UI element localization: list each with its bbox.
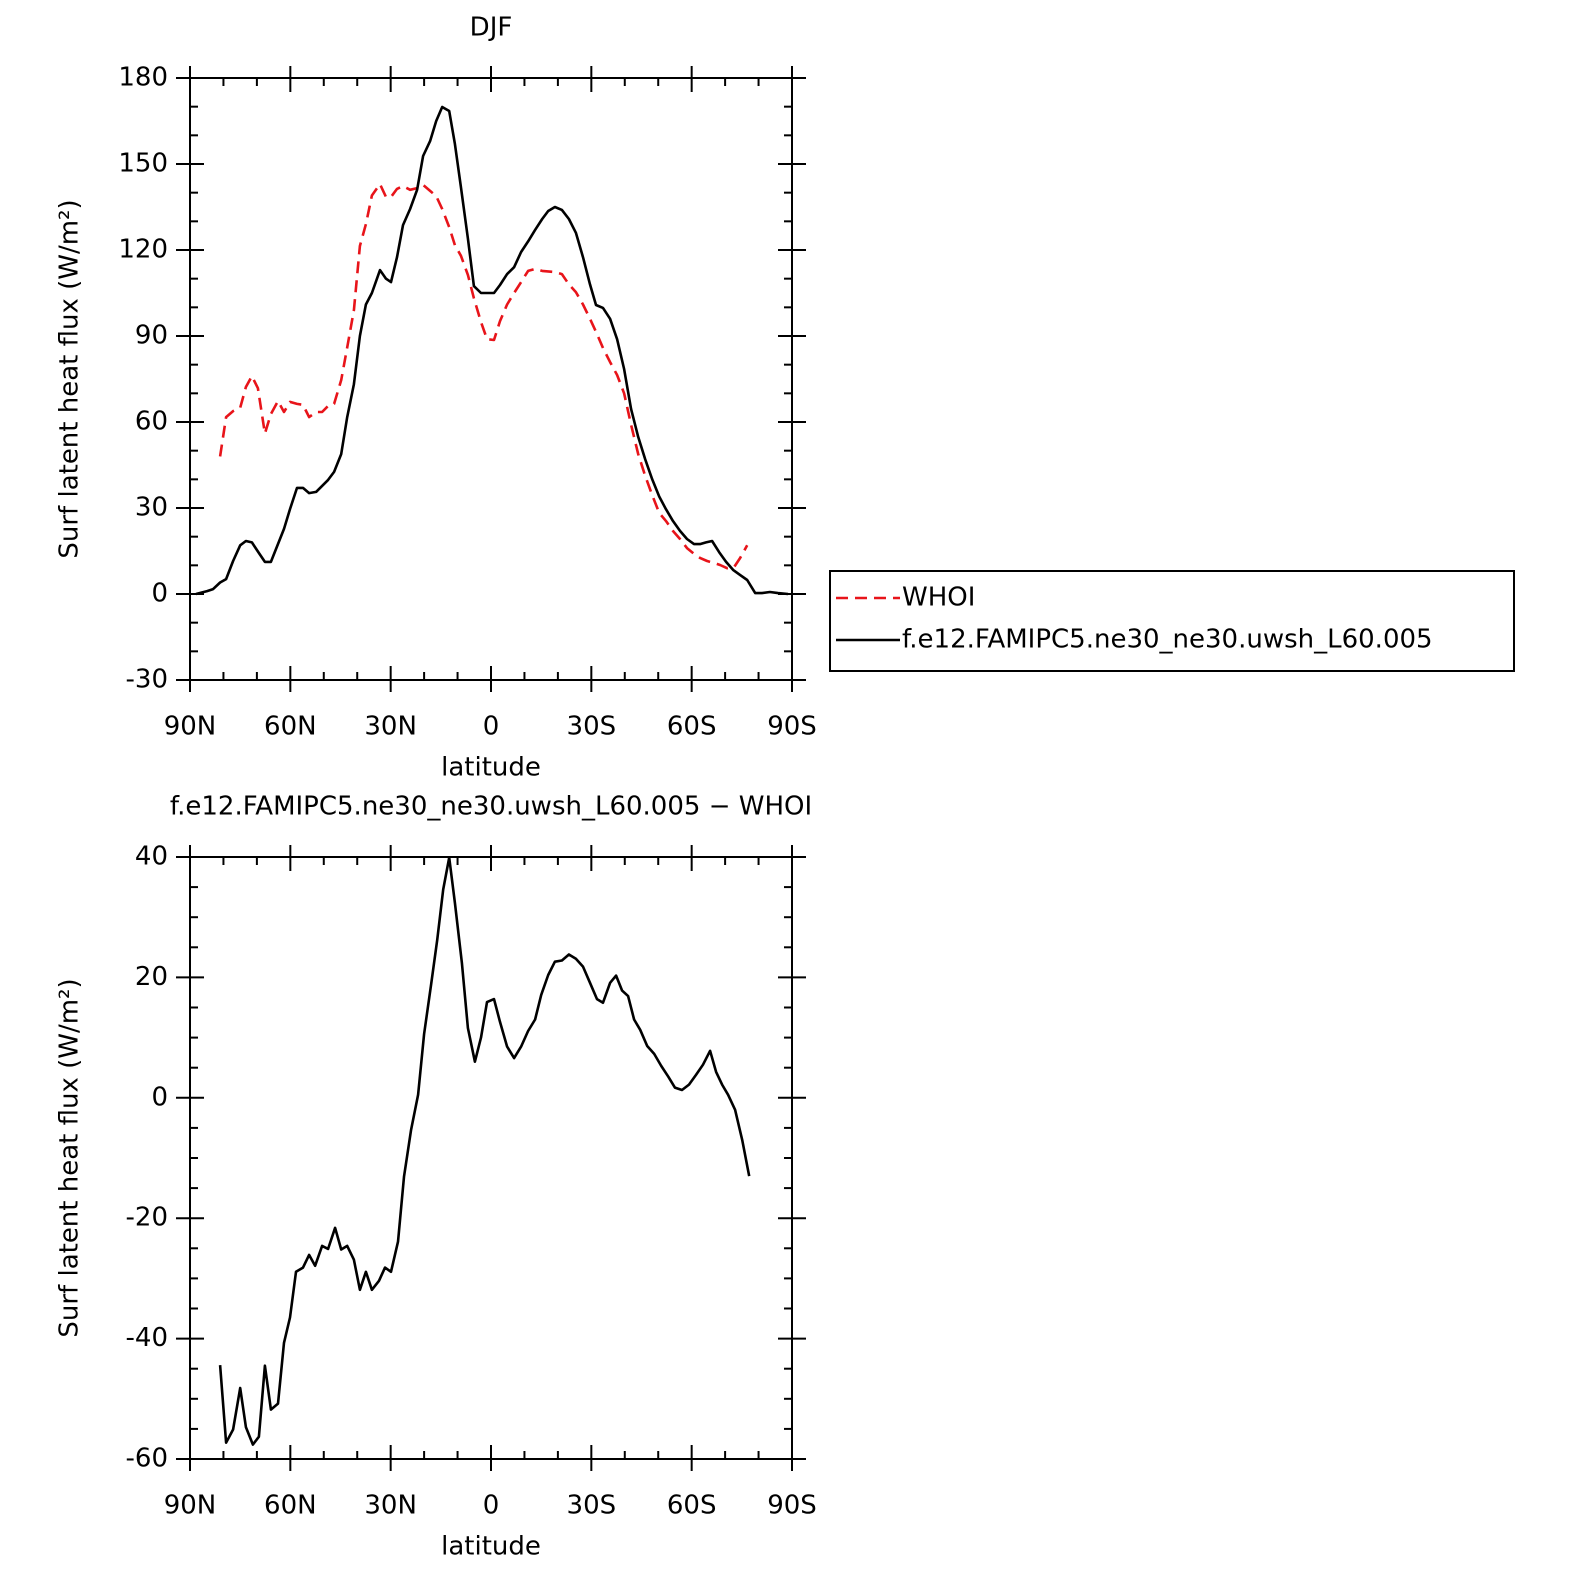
x-tick-label: 30N: [364, 712, 417, 742]
y-tick-label: -30: [126, 665, 168, 695]
legend-label: f.e12.FAMIPC5.ne30_ne30.uwsh_L60.005: [902, 625, 1433, 655]
x-tick-label: 90S: [767, 1491, 817, 1521]
legend-box: [829, 570, 1515, 672]
x-tick-label: 30S: [567, 712, 617, 742]
x-tick-label: 90S: [767, 712, 817, 742]
y-tick-label: 180: [118, 63, 168, 93]
x-tick-label: 0: [483, 1491, 500, 1521]
y-tick-label: 30: [135, 493, 168, 523]
plot-frame: [189, 77, 793, 681]
x-axis-label: latitude: [441, 753, 541, 783]
y-tick-label: 40: [135, 842, 168, 872]
x-tick-label: 60S: [667, 712, 717, 742]
y-tick-label: 120: [118, 235, 168, 265]
y-tick-label: 60: [135, 407, 168, 437]
x-tick-label: 60S: [667, 1491, 717, 1521]
y-tick-label: 150: [118, 149, 168, 179]
y-axis-label: Surf latent heat flux (W/m²): [55, 199, 85, 558]
x-tick-label: 90N: [164, 712, 217, 742]
chart-title: f.e12.FAMIPC5.ne30_ne30.uwsh_L60.005 − W…: [170, 792, 812, 822]
x-tick-label: 30S: [567, 1491, 617, 1521]
x-tick-label: 30N: [364, 1491, 417, 1521]
x-tick-label: 0: [483, 712, 500, 742]
y-axis-label: Surf latent heat flux (W/m²): [55, 978, 85, 1337]
x-tick-label: 60N: [264, 712, 317, 742]
y-tick-label: 0: [151, 579, 168, 609]
y-tick-label: 90: [135, 321, 168, 351]
y-tick-label: 20: [135, 962, 168, 992]
x-tick-label: 90N: [164, 1491, 217, 1521]
y-tick-label: -40: [126, 1323, 168, 1353]
y-tick-label: -20: [126, 1203, 168, 1233]
data-line: [195, 105, 789, 596]
x-axis-label: latitude: [441, 1532, 541, 1562]
y-tick-label: 0: [151, 1082, 168, 1112]
x-tick-label: 60N: [264, 1491, 317, 1521]
chart-title: DJF: [470, 13, 513, 43]
data-line: [218, 856, 751, 1446]
legend-label: WHOI: [902, 583, 975, 613]
y-tick-label: -60: [126, 1444, 168, 1474]
